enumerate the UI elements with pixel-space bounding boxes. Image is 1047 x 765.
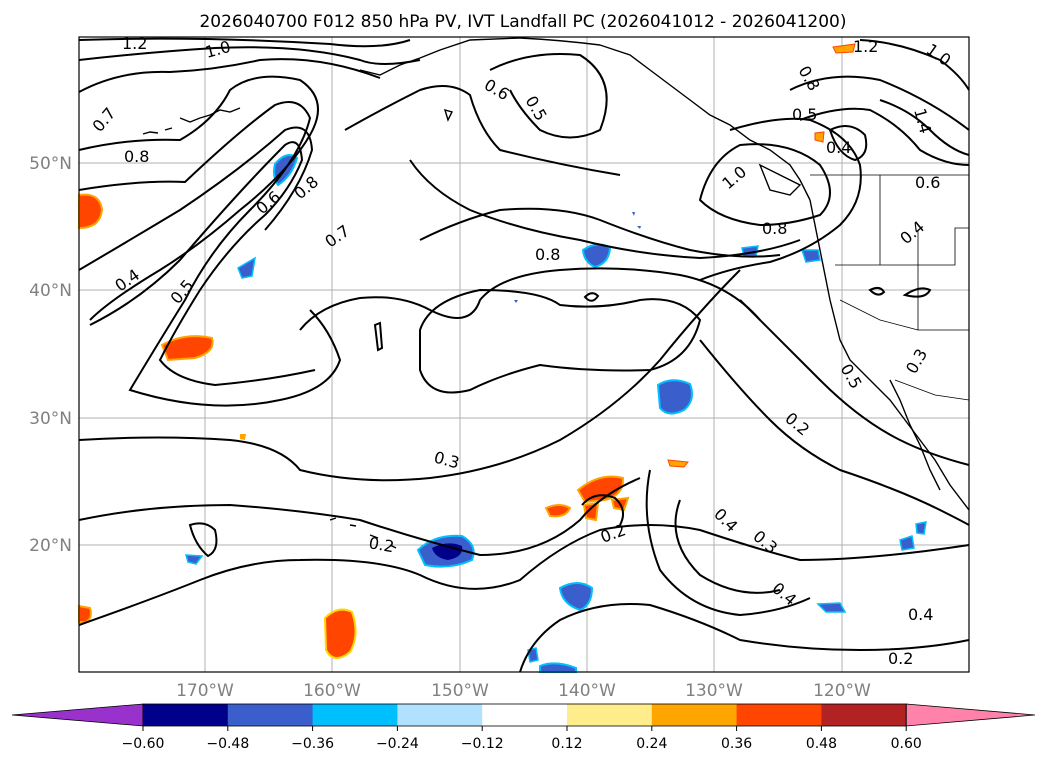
lat-label: 20°N bbox=[29, 536, 72, 556]
colorbar-bin bbox=[143, 704, 229, 726]
lon-label: 170°W bbox=[176, 681, 234, 701]
colorbar-bin bbox=[567, 704, 653, 726]
colorbar-frame bbox=[142, 703, 907, 727]
colorbar-tick-label: 0.12 bbox=[551, 736, 582, 752]
colorbar-tick-label: −0.48 bbox=[206, 736, 249, 752]
colorbar-tick-label: 0.36 bbox=[721, 736, 752, 752]
colorbar-bin bbox=[651, 704, 738, 726]
contour-label: 0.2 bbox=[888, 649, 913, 668]
colorbar-bin bbox=[482, 704, 568, 726]
pv-shading bbox=[78, 43, 927, 673]
coastlines bbox=[142, 37, 970, 549]
colorbar-bin bbox=[397, 704, 483, 726]
contour-label: 0.4 bbox=[908, 605, 933, 624]
lon-label: 140°W bbox=[558, 681, 616, 701]
contour-label: 0.5 bbox=[792, 105, 817, 124]
contour-label: 0.6 bbox=[915, 173, 940, 192]
colorbar-tick-label: −0.12 bbox=[461, 736, 504, 752]
contour-label: 0.4 bbox=[826, 138, 851, 157]
lat-label: 40°N bbox=[29, 281, 72, 301]
contour-label: 1.2 bbox=[122, 34, 147, 53]
colorbar-tick-label: −0.60 bbox=[122, 736, 165, 752]
contour-label: 0.8 bbox=[124, 147, 149, 166]
lon-label: 160°W bbox=[303, 681, 361, 701]
colorbar-extend-low bbox=[11, 703, 144, 727]
contour-label: 0.8 bbox=[762, 219, 787, 238]
map-frame bbox=[78, 36, 970, 673]
lat-label: 30°N bbox=[29, 409, 72, 429]
colorbar-tick-label: −0.36 bbox=[291, 736, 334, 752]
lat-axis-labels: 50°N 40°N 30°N 20°N bbox=[29, 154, 72, 556]
colorbar-tick-label: −0.24 bbox=[376, 736, 419, 752]
contour-label: 0.2 bbox=[367, 533, 395, 556]
colorbar-bin bbox=[821, 704, 907, 726]
colorbar-bin bbox=[736, 704, 822, 726]
colorbar-tick-label: 0.60 bbox=[891, 736, 922, 752]
figure-title: 2026040700 F012 850 hPa PV, IVT Landfall… bbox=[199, 12, 846, 32]
lon-label: 120°W bbox=[813, 681, 871, 701]
lon-axis-labels: 170°W 160°W 150°W 140°W 130°W 120°W bbox=[176, 681, 871, 701]
pv-contours bbox=[78, 37, 970, 673]
political-borders bbox=[810, 174, 970, 401]
lat-label: 50°N bbox=[29, 154, 72, 174]
colorbar-bin bbox=[227, 704, 314, 726]
colorbar-tick-label: 0.48 bbox=[806, 736, 837, 752]
contour-label: 1.2 bbox=[853, 37, 878, 56]
colorbar-tick-label: 0.24 bbox=[636, 736, 667, 752]
lon-label: 130°W bbox=[685, 681, 743, 701]
lon-label: 150°W bbox=[431, 681, 489, 701]
map-gridlines bbox=[79, 37, 969, 672]
colorbar-extend-high bbox=[905, 703, 1036, 727]
contour-label: 0.8 bbox=[535, 245, 560, 264]
colorbar-bin bbox=[312, 704, 398, 726]
colorbar: −0.60 −0.48 −0.36 −0.24 −0.12 0.12 0.24 0.36 0.4… bbox=[11, 703, 1036, 752]
